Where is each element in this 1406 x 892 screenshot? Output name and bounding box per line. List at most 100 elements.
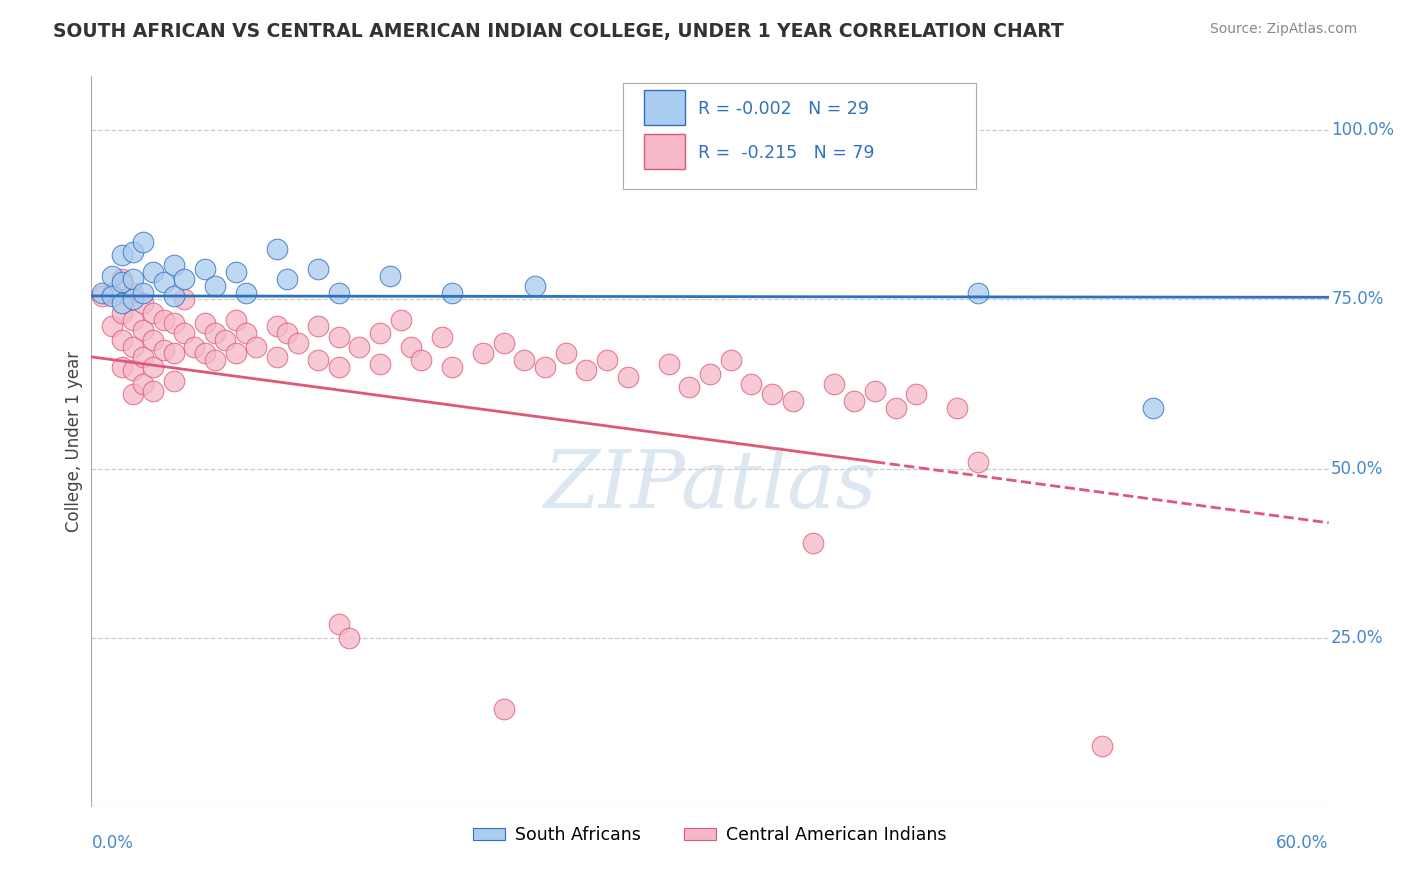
Point — [204, 278, 226, 293]
Point — [121, 272, 143, 286]
Point — [132, 285, 155, 300]
Point — [194, 316, 217, 330]
Point — [328, 617, 350, 632]
Point — [111, 359, 134, 374]
Point — [152, 276, 174, 290]
Point — [173, 326, 195, 341]
Point — [863, 384, 886, 398]
Point — [380, 268, 402, 283]
Point — [266, 242, 288, 256]
Point — [101, 289, 124, 303]
Point — [101, 319, 124, 334]
Point — [142, 333, 165, 347]
Text: Source: ZipAtlas.com: Source: ZipAtlas.com — [1209, 22, 1357, 37]
Point — [740, 376, 762, 391]
FancyBboxPatch shape — [644, 134, 685, 169]
Point — [111, 306, 134, 320]
Point — [287, 336, 309, 351]
Text: SOUTH AFRICAN VS CENTRAL AMERICAN INDIAN COLLEGE, UNDER 1 YEAR CORRELATION CHART: SOUTH AFRICAN VS CENTRAL AMERICAN INDIAN… — [53, 22, 1064, 41]
Point — [276, 326, 298, 341]
Point — [513, 353, 536, 368]
Point — [132, 295, 155, 310]
Point — [616, 370, 638, 384]
Text: 75.0%: 75.0% — [1331, 290, 1384, 309]
Point — [328, 329, 350, 343]
Point — [523, 278, 546, 293]
Point — [121, 285, 143, 300]
Point — [720, 353, 742, 368]
Point — [121, 244, 143, 259]
Text: 50.0%: 50.0% — [1331, 459, 1384, 477]
Point — [90, 289, 112, 303]
Point — [142, 384, 165, 398]
Point — [111, 295, 134, 310]
Point — [121, 312, 143, 326]
Text: R = -0.002   N = 29: R = -0.002 N = 29 — [697, 100, 869, 118]
Point — [121, 340, 143, 354]
Point — [801, 536, 824, 550]
Point — [905, 387, 928, 401]
Point — [101, 268, 124, 283]
Point — [235, 326, 257, 341]
Point — [214, 333, 236, 347]
Point — [132, 376, 155, 391]
Point — [266, 350, 288, 364]
Point — [266, 319, 288, 334]
Point — [472, 346, 495, 360]
Point — [90, 285, 112, 300]
Point — [194, 261, 217, 276]
Point — [368, 357, 391, 371]
Point — [225, 346, 247, 360]
Point — [328, 359, 350, 374]
Point — [389, 312, 412, 326]
Point — [152, 343, 174, 358]
Point — [194, 346, 217, 360]
Point — [967, 455, 990, 469]
Point — [183, 340, 205, 354]
Text: 25.0%: 25.0% — [1331, 629, 1384, 647]
Point — [111, 333, 134, 347]
Point — [173, 293, 195, 307]
Point — [782, 393, 804, 408]
Point — [245, 340, 267, 354]
Point — [307, 261, 329, 276]
Point — [163, 259, 186, 273]
Y-axis label: College, Under 1 year: College, Under 1 year — [65, 351, 83, 533]
Point — [823, 376, 845, 391]
Legend: South Africans, Central American Indians: South Africans, Central American Indians — [467, 820, 953, 851]
FancyBboxPatch shape — [623, 83, 976, 189]
Point — [441, 359, 464, 374]
Point — [307, 353, 329, 368]
Point — [307, 319, 329, 334]
Text: 60.0%: 60.0% — [1277, 834, 1329, 853]
Point — [1091, 739, 1114, 754]
Point — [163, 289, 186, 303]
Point — [844, 393, 866, 408]
Point — [132, 235, 155, 249]
Point — [761, 387, 783, 401]
Point — [204, 326, 226, 341]
Point — [111, 276, 134, 290]
Point — [492, 336, 515, 351]
Point — [554, 346, 576, 360]
Point — [142, 265, 165, 279]
Point — [163, 374, 186, 388]
Point — [337, 631, 360, 645]
Point — [163, 316, 186, 330]
Text: 0.0%: 0.0% — [91, 834, 134, 853]
Point — [575, 363, 598, 377]
Point — [596, 353, 619, 368]
Point — [884, 401, 907, 415]
Point — [225, 312, 247, 326]
Point — [492, 702, 515, 716]
Point — [173, 272, 195, 286]
Point — [132, 350, 155, 364]
Point — [399, 340, 422, 354]
Text: 100.0%: 100.0% — [1331, 121, 1395, 139]
Text: ZIPatlas: ZIPatlas — [543, 447, 877, 524]
Point — [430, 329, 453, 343]
Point — [152, 312, 174, 326]
Point — [534, 359, 557, 374]
Point — [235, 285, 257, 300]
Point — [121, 363, 143, 377]
